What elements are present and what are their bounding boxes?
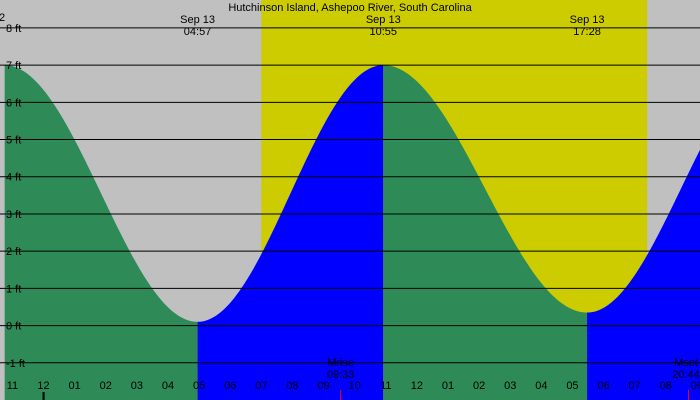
y-tick-label: 3 ft <box>6 209 21 221</box>
extreme-time-label: 04:57 <box>184 26 212 38</box>
moon-event-marker <box>340 390 342 400</box>
rising-tide-area <box>587 149 700 400</box>
gridlines-layer <box>0 27 700 364</box>
x-tick-label: 08 <box>660 380 672 392</box>
x-tick-label: 02 <box>100 380 112 392</box>
moon-event-marker <box>687 390 689 400</box>
moon-event-label: Mset <box>674 357 698 369</box>
x-tick-label: 01 <box>69 380 81 392</box>
chart-title: Hutchinson Island, Ashepoo River, South … <box>228 2 472 14</box>
y-tick-label: 5 ft <box>6 135 21 147</box>
x-tick-label: 12 <box>411 380 423 392</box>
top-left-label: 2 <box>0 12 5 24</box>
moon-event-time: 09:33 <box>327 369 355 381</box>
falling-tide-area <box>4 65 198 400</box>
x-tick-label: 08 <box>286 380 298 392</box>
x-tick-label: 10 <box>349 380 361 392</box>
x-tick-label: 05 <box>193 380 205 392</box>
y-tick-label: 0 ft <box>6 321 21 333</box>
x-tick-label: 06 <box>597 380 609 392</box>
x-tick-label: 07 <box>255 380 267 392</box>
x-tick-label: 06 <box>224 380 236 392</box>
x-tick-label: 01 <box>442 380 454 392</box>
tide-area-layer <box>4 65 700 400</box>
extreme-date-label: Sep 13 <box>366 14 401 26</box>
y-tick-label: 6 ft <box>6 97 21 109</box>
x-tick-label: 12 <box>37 380 49 392</box>
extreme-date-label: Sep 13 <box>570 14 605 26</box>
y-axis-labels: 8 ft 7 ft 6 ft 5 ft 4 ft 3 ft 2 ft 1 ft 0 ft -1 f… <box>6 23 25 370</box>
x-tick-label: 05 <box>566 380 578 392</box>
y-tick-label: 8 ft <box>6 23 21 35</box>
x-tick-label: 11 <box>380 380 391 392</box>
x-tick-label: 11 <box>7 380 18 392</box>
y-tick-label: 2 ft <box>6 246 21 258</box>
rising-tide-area <box>197 65 384 400</box>
moon-event-time: 20:44 <box>672 369 700 381</box>
moon-event-label: Mrise <box>327 357 354 369</box>
x-tick-label: 09 <box>317 380 329 392</box>
y-tick-label: 4 ft <box>6 172 21 184</box>
x-axis-labels: 11 12 01 02 03 04 05 06 07 08 09 10 11 12 01 02 03 04 05 06… <box>7 380 700 400</box>
y-tick-label: 7 ft <box>6 60 21 72</box>
falling-tide-area <box>383 65 588 400</box>
x-tick-label: 03 <box>131 380 143 392</box>
extreme-time-label: 17:28 <box>573 26 601 38</box>
x-tick-label: 09 <box>691 380 700 392</box>
x-tick-label: 03 <box>504 380 516 392</box>
extreme-date-label: Sep 13 <box>180 14 215 26</box>
extreme-time-label: 10:55 <box>370 26 398 38</box>
x-tick-label: 02 <box>473 380 485 392</box>
y-tick-label: -1 ft <box>6 358 25 370</box>
x-tick-label: 07 <box>629 380 641 392</box>
x-tick-label: 04 <box>162 380 174 392</box>
x-tick-label: 04 <box>535 380 547 392</box>
y-tick-label: 1 ft <box>6 283 21 295</box>
midnight-marker <box>42 392 45 400</box>
